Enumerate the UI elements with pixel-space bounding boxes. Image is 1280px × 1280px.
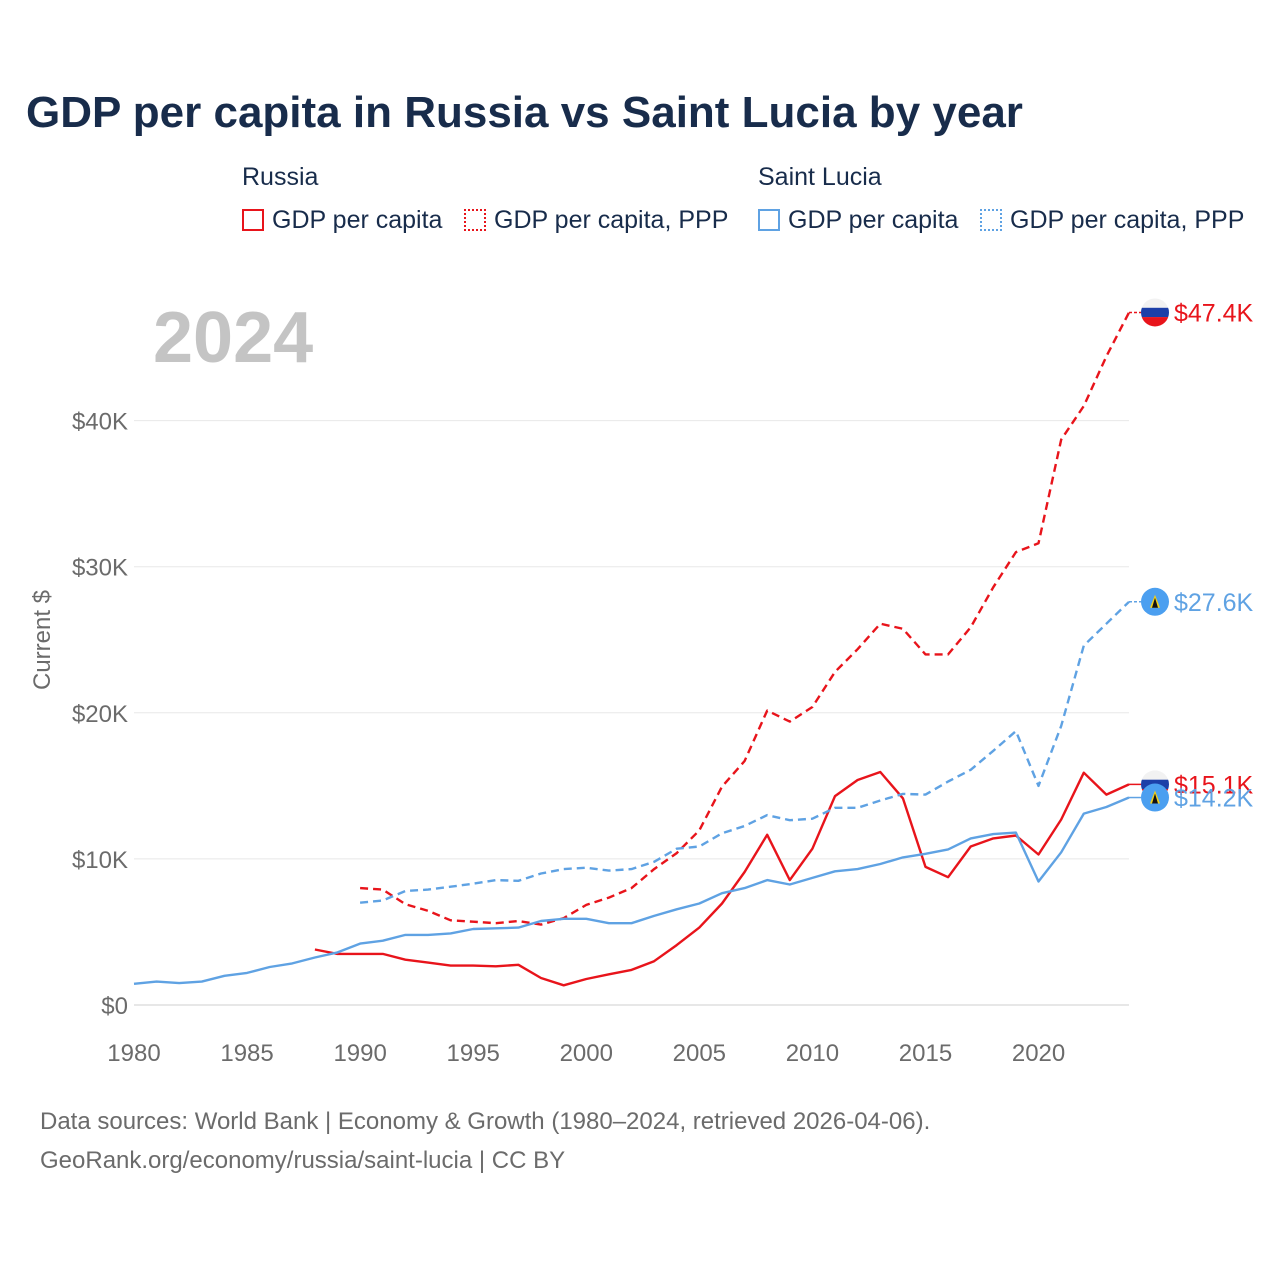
series-line-1 [360, 311, 1131, 926]
legend-label-russia-ppp: GDP per capita, PPP [494, 205, 729, 234]
x-tick-label: 1995 [447, 1040, 500, 1067]
y-tick-label: $0 [101, 993, 128, 1020]
x-tick-label: 2020 [1012, 1040, 1065, 1067]
legend-swatch-saint-lucia-gdp [758, 209, 780, 231]
end-value-label: $47.4K [1174, 299, 1254, 327]
legend-swatch-saint-lucia-ppp [980, 209, 1002, 231]
legend-swatch-russia-ppp [464, 209, 486, 231]
chart-title: GDP per capita in Russia vs Saint Lucia … [26, 88, 1023, 137]
legend-group-russia: Russia [242, 163, 319, 191]
russia-flag-icon [1129, 298, 1169, 327]
year-label: 2024 [153, 298, 313, 378]
legend-item-saint-lucia-ppp[interactable]: GDP per capita, PPP [980, 204, 1244, 236]
y-tick-label: $40K [72, 409, 128, 436]
x-tick-label: 2015 [899, 1040, 952, 1067]
x-tick-label: 2005 [673, 1040, 726, 1067]
series-line-3 [359, 600, 1130, 904]
y-axis-label: Current $ [29, 590, 56, 690]
footer-sources: Data sources: World Bank | Economy & Gro… [40, 1108, 931, 1135]
x-tick-label: 2010 [786, 1040, 839, 1067]
x-tick-label: 1980 [107, 1040, 160, 1067]
legend-label-saint-lucia-gdp: GDP per capita [788, 205, 959, 234]
x-tick-label: 2000 [560, 1040, 613, 1067]
saint-lucia-flag-icon [1129, 783, 1169, 812]
legend-item-russia-gdp[interactable]: GDP per capita [242, 204, 442, 236]
footer-link[interactable]: GeoRank.org/economy/russia/saint-lucia |… [40, 1147, 566, 1174]
end-value-label: $27.6K [1174, 589, 1254, 617]
x-tick-label: 1990 [333, 1040, 386, 1067]
legend-group-saint-lucia: Saint Lucia [758, 163, 882, 191]
series-line-0 [314, 770, 1130, 987]
legend-label-saint-lucia-ppp: GDP per capita, PPP [1010, 205, 1245, 234]
legend-item-russia-ppp[interactable]: GDP per capita, PPP [464, 204, 728, 236]
y-tick-label: $30K [72, 555, 128, 582]
y-tick-label: $20K [72, 701, 128, 728]
end-value-label: $15.1K [1174, 771, 1254, 799]
x-tick-label: 1985 [220, 1040, 273, 1067]
legend-swatch-russia-gdp [242, 209, 264, 231]
legend-label-russia-gdp: GDP per capita [272, 205, 443, 234]
series-line-2 [133, 796, 1130, 985]
y-tick-label: $10K [72, 847, 128, 874]
legend-item-saint-lucia-gdp[interactable]: GDP per capita [758, 204, 958, 236]
saint-lucia-flag-icon [1129, 587, 1169, 616]
end-value-label: $14.2K [1174, 785, 1254, 813]
